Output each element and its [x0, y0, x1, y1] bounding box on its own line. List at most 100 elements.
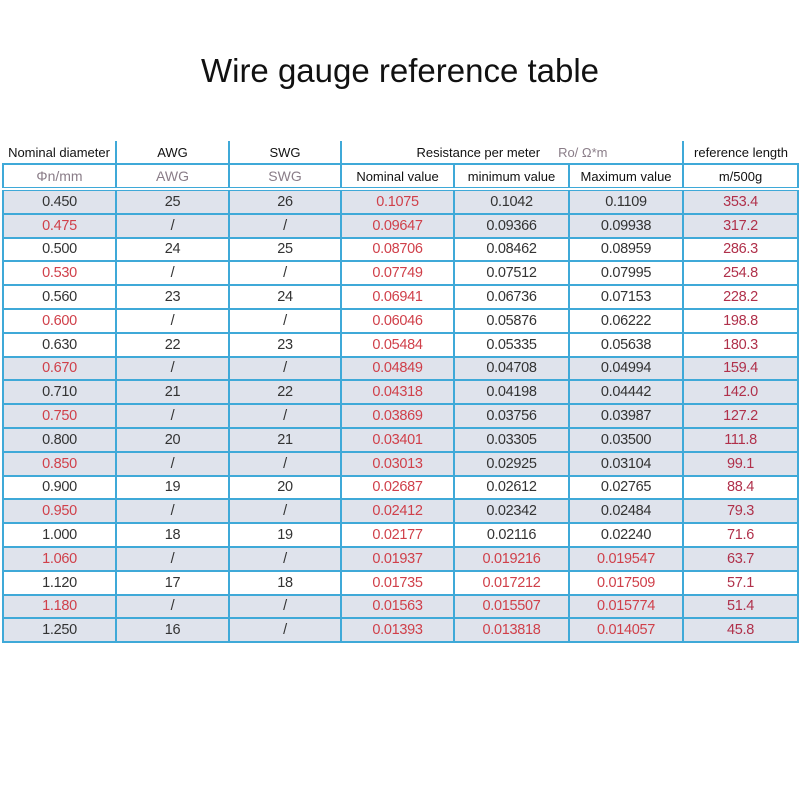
ref-length-cell: 353.4 — [682, 188, 800, 215]
ref-length-cell: 51.4 — [682, 593, 800, 620]
nominal-cell: 0.04849 — [340, 355, 455, 382]
maximum-cell: 0.08959 — [567, 236, 685, 263]
diameter-cell: 1.250 — [2, 617, 117, 644]
awg-cell: 21 — [115, 379, 230, 406]
ref-length-cell: 198.8 — [682, 307, 800, 334]
header-ref-length: reference length — [682, 141, 799, 164]
diameter-cell: 0.600 — [2, 307, 117, 334]
nominal-cell: 0.07749 — [340, 260, 455, 287]
subheader-ref-length-unit: m/500g — [682, 163, 800, 191]
header-diameter: Nominal diameter — [8, 144, 110, 160]
nominal-cell: 0.06046 — [340, 307, 455, 334]
subheader-maximum: Maximum value — [567, 163, 685, 191]
diameter-cell: 0.750 — [2, 403, 117, 429]
nominal-cell: 0.03013 — [340, 450, 455, 477]
maximum-cell: 0.03104 — [567, 450, 685, 477]
diameter-cell: 0.950 — [2, 498, 117, 525]
table-row: 0.560 23 24 0.06941 0.06736 0.07153 228.2 — [2, 284, 800, 310]
swg-cell: / — [228, 307, 342, 334]
table-row: 0.750//0.03869 0.03756 0.03987 127.2 — [2, 403, 800, 429]
diameter-cell: 0.900 — [2, 474, 117, 501]
awg-cell: 18 — [115, 522, 230, 548]
minimum-cell: 0.07512 — [453, 260, 570, 287]
swg-cell: 21 — [228, 426, 342, 453]
swg-cell: 25 — [228, 236, 342, 263]
swg-cell: 23 — [228, 331, 342, 358]
table-row: 0.530//0.07749 0.07512 0.07995 254.8 — [2, 260, 800, 287]
nominal-cell: 0.02177 — [340, 522, 455, 548]
swg-cell: 26 — [228, 188, 342, 215]
subheader-minimum: minimum value — [453, 163, 570, 191]
diameter-cell: 1.000 — [2, 522, 117, 548]
minimum-cell: 0.08462 — [453, 236, 570, 263]
ref-length-cell: 111.8 — [682, 426, 800, 453]
swg-cell: 22 — [228, 379, 342, 406]
awg-cell: 25 — [115, 188, 230, 215]
awg-cell: 22 — [115, 331, 230, 358]
swg-cell: / — [228, 403, 342, 429]
diameter-cell: 0.630 — [2, 331, 117, 358]
table-row: 0.670//0.04849 0.04708 0.04994 159.4 — [2, 355, 800, 382]
diameter-cell: 0.850 — [2, 450, 117, 477]
awg-cell: / — [115, 307, 230, 334]
table-row: 0.900 19 20 0.02687 0.02612 0.02765 88.4 — [2, 474, 800, 501]
subheader-nominal: Nominal value — [340, 163, 455, 191]
diameter-cell: 0.560 — [2, 284, 117, 310]
ref-length-cell: 142.0 — [682, 379, 800, 406]
nominal-cell: 0.05484 — [340, 331, 455, 358]
minimum-cell: 0.04708 — [453, 355, 570, 382]
maximum-cell: 0.07153 — [567, 284, 685, 310]
awg-cell: 24 — [115, 236, 230, 263]
awg-cell: 17 — [115, 569, 230, 596]
minimum-cell: 0.09366 — [453, 212, 570, 239]
nominal-cell: 0.01393 — [340, 617, 455, 644]
diameter-cell: 1.060 — [2, 545, 117, 572]
swg-cell: 18 — [228, 569, 342, 596]
maximum-cell: 0.05638 — [567, 331, 685, 358]
nominal-cell: 0.04318 — [340, 379, 455, 406]
maximum-cell: 0.04442 — [567, 379, 685, 406]
maximum-cell: 0.017509 — [567, 569, 685, 596]
minimum-cell: 0.017212 — [453, 569, 570, 596]
header-row-1: Nominal diameter AWG SWG Resistance per … — [3, 141, 799, 164]
table-row: 0.710 21 22 0.04318 0.04198 0.04442 142.0 — [2, 379, 800, 406]
awg-cell: / — [115, 450, 230, 477]
awg-cell: / — [115, 593, 230, 620]
nominal-cell: 0.02412 — [340, 498, 455, 525]
swg-cell: / — [228, 355, 342, 382]
table-row: 0.800 20 21 0.03401 0.03305 0.03500 111.8 — [2, 426, 800, 453]
nominal-cell: 0.02687 — [340, 474, 455, 501]
maximum-cell: 0.02765 — [567, 474, 685, 501]
ref-length-cell: 63.7 — [682, 545, 800, 572]
minimum-cell: 0.03305 — [453, 426, 570, 453]
minimum-cell: 0.1042 — [453, 188, 570, 215]
ref-length-cell: 99.1 — [682, 450, 800, 477]
table-row: 0.600//0.06046 0.05876 0.06222 198.8 — [2, 307, 800, 334]
swg-cell: 20 — [228, 474, 342, 501]
maximum-cell: 0.019547 — [567, 545, 685, 572]
nominal-cell: 0.1075 — [340, 188, 455, 215]
diameter-cell: 0.800 — [2, 426, 117, 453]
diameter-cell: 0.475 — [2, 212, 117, 239]
ref-length-cell: 228.2 — [682, 284, 800, 310]
subheader-diameter-unit: Φn/mm — [2, 163, 117, 191]
nominal-cell: 0.01735 — [340, 569, 455, 596]
resistance-label: Resistance per meter — [416, 144, 541, 160]
swg-cell: / — [228, 450, 342, 477]
page-title: Wire gauge reference table — [200, 52, 600, 89]
swg-cell: / — [228, 212, 342, 239]
minimum-cell: 0.019216 — [453, 545, 570, 572]
ref-length-cell: 159.4 — [682, 355, 800, 382]
diameter-cell: 1.120 — [2, 569, 117, 596]
awg-cell: / — [115, 498, 230, 525]
awg-cell: 23 — [115, 284, 230, 310]
maximum-cell: 0.02484 — [567, 498, 685, 525]
maximum-cell: 0.04994 — [567, 355, 685, 382]
table-row: 0.500 24 25 0.08706 0.08462 0.08959 286.3 — [2, 236, 800, 263]
ref-length-cell: 127.2 — [682, 403, 800, 429]
nominal-cell: 0.01937 — [340, 545, 455, 572]
ref-length-cell: 88.4 — [682, 474, 800, 501]
table-row: 1.060//0.01937 0.019216 0.019547 63.7 — [2, 545, 800, 572]
minimum-cell: 0.02116 — [453, 522, 570, 548]
header-resistance: Resistance per meter Ro/ Ω*m — [339, 141, 684, 164]
